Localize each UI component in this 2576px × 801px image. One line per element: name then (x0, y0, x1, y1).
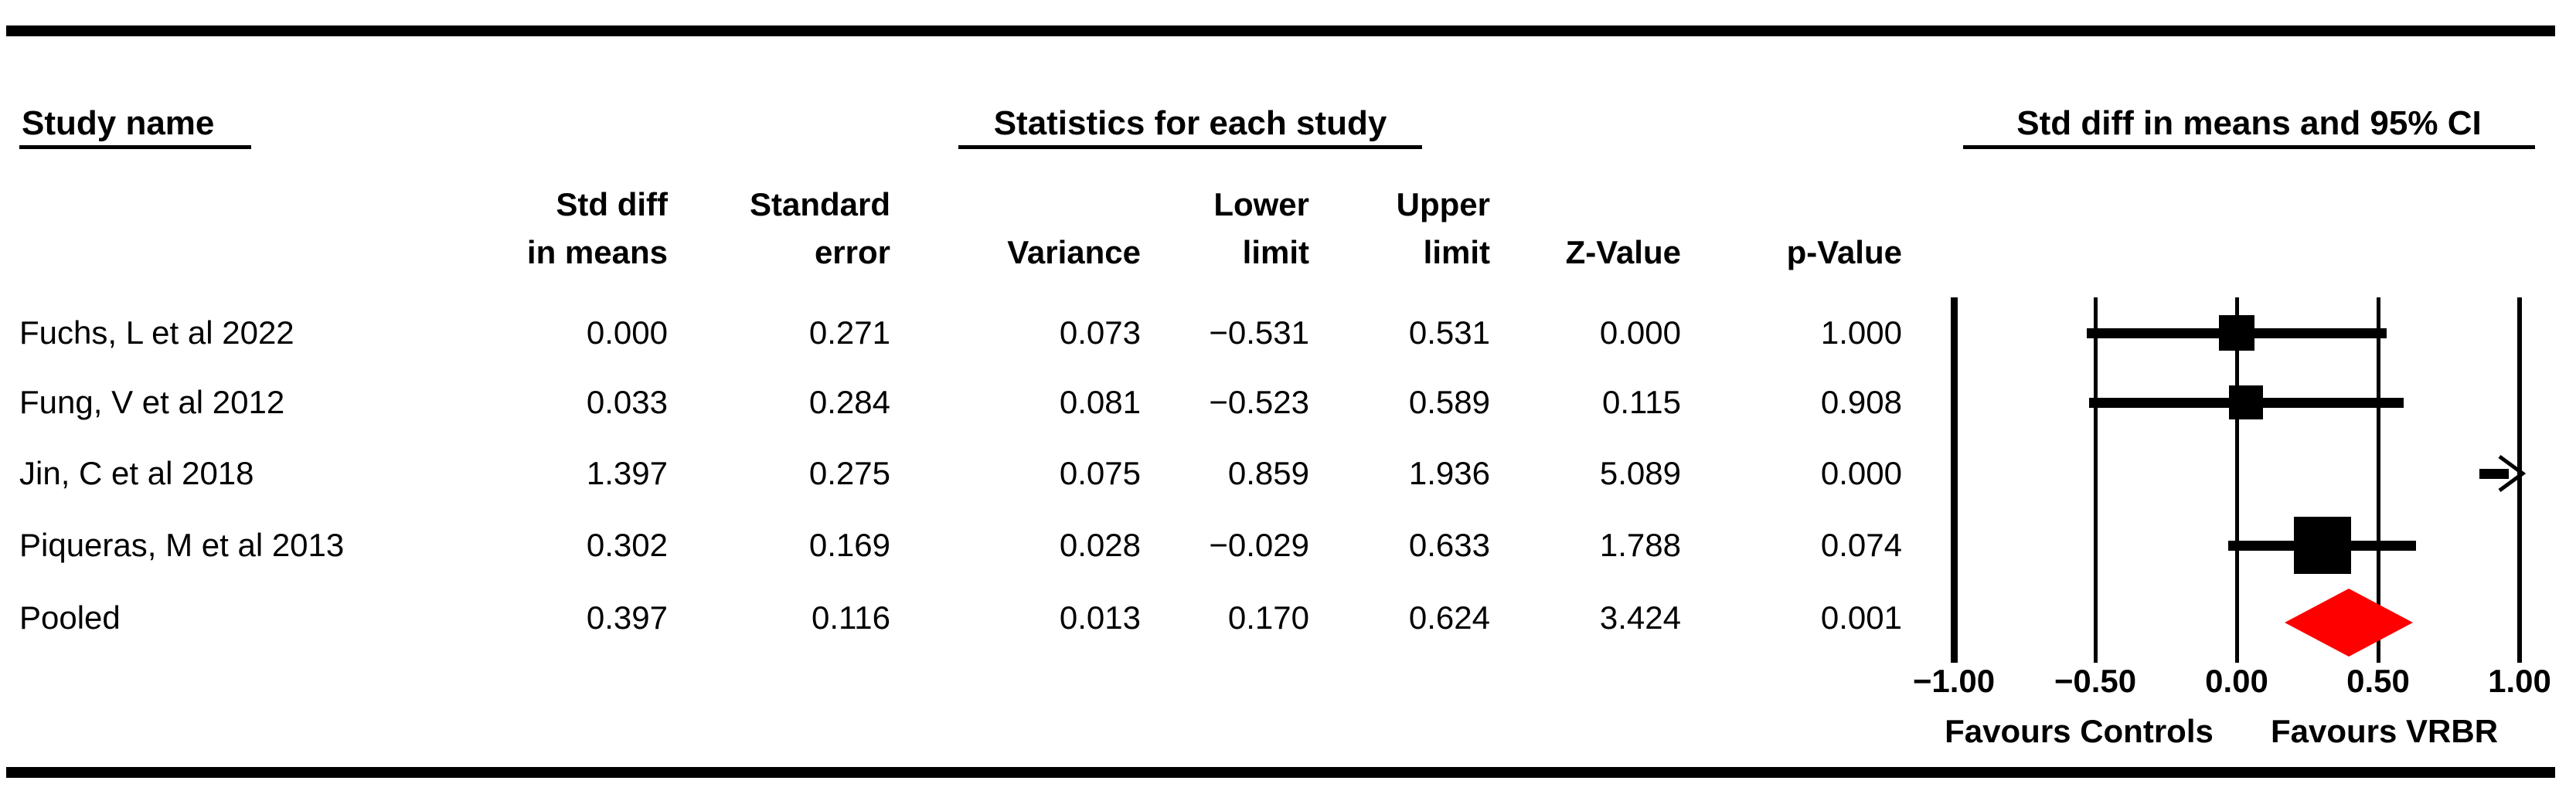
cell-std-diff: 0.302 (586, 527, 668, 563)
cell-standard-error: 0.271 (808, 314, 890, 351)
statistics-header: Statistics for each study (958, 105, 1422, 149)
cell-p-value: 0.001 (1820, 599, 1902, 636)
cell-variance: 0.013 (1059, 599, 1141, 636)
study-name-cell: Fung, V et al 2012 (19, 384, 285, 420)
study-name-cell: Pooled (19, 599, 121, 636)
cell-standard-error: 0.116 (812, 599, 890, 636)
cell-std-diff: 1.397 (586, 455, 668, 491)
cell-lower-limit: −0.523 (1209, 384, 1309, 420)
cell-p-value: 0.908 (1820, 384, 1902, 420)
cell-upper-limit: 0.589 (1408, 384, 1490, 420)
axis-tick-label: −1.00 (1912, 663, 1996, 699)
column-header: Std diff in means (526, 186, 668, 270)
effect-square (2229, 385, 2263, 419)
cell-upper-limit: 1.936 (1408, 455, 1490, 491)
effect-square (2294, 517, 2351, 574)
arrow-right-icon (2498, 454, 2527, 493)
axis-gridline (2517, 297, 2522, 663)
cell-std-diff: 0.033 (586, 384, 668, 420)
ci-bar (2479, 469, 2509, 479)
cell-standard-error: 0.275 (808, 455, 890, 491)
cell-p-value: 1.000 (1820, 314, 1902, 351)
cell-upper-limit: 0.633 (1408, 527, 1490, 563)
study-name-cell: Fuchs, L et al 2022 (19, 314, 294, 351)
column-header: Z-Value (1565, 234, 1681, 270)
plot-header: Std diff in means and 95% CI (1963, 105, 2535, 149)
study-name-cell: Piqueras, M et al 2013 (19, 527, 345, 563)
favours-vrbr-label: Favours VRBR (2270, 713, 2499, 749)
cell-lower-limit: 0.859 (1227, 455, 1309, 491)
column-header: Lower limit (1213, 186, 1309, 270)
favours-controls-label: Favours Controls (1945, 713, 2214, 749)
cell-variance: 0.028 (1059, 527, 1141, 563)
cell-lower-limit: 0.170 (1227, 599, 1309, 636)
pooled-diamond (2285, 589, 2413, 657)
top-rule (6, 25, 2555, 36)
cell-p-value: 0.000 (1820, 455, 1902, 491)
cell-lower-limit: −0.531 (1209, 314, 1309, 351)
cell-z-value: 0.000 (1599, 314, 1681, 351)
cell-standard-error: 0.284 (808, 384, 890, 420)
column-header: Standard error (749, 186, 890, 270)
effect-square (2219, 315, 2254, 351)
column-header: Variance (1007, 234, 1141, 270)
cell-standard-error: 0.169 (808, 527, 890, 563)
cell-p-value: 0.074 (1820, 527, 1902, 563)
cell-std-diff: 0.000 (586, 314, 668, 351)
axis-tick-label: −0.50 (2054, 663, 2137, 699)
axis-gridline (1951, 297, 1958, 663)
cell-z-value: 1.788 (1599, 527, 1681, 563)
cell-upper-limit: 0.624 (1408, 599, 1490, 636)
cell-z-value: 3.424 (1599, 599, 1681, 636)
cell-lower-limit: −0.029 (1209, 527, 1309, 563)
cell-z-value: 0.115 (1602, 384, 1681, 420)
cell-variance: 0.081 (1059, 384, 1141, 420)
cell-variance: 0.075 (1059, 455, 1141, 491)
study-name-header: Study name (19, 105, 251, 149)
column-header: Upper limit (1396, 186, 1490, 270)
cell-std-diff: 0.397 (586, 599, 668, 636)
cell-variance: 0.073 (1059, 314, 1141, 351)
axis-gridline (2377, 297, 2380, 663)
axis-gridline (2235, 297, 2239, 663)
column-header: p-Value (1786, 234, 1902, 270)
bottom-rule (6, 767, 2555, 778)
axis-tick-label: 0.00 (2205, 663, 2268, 699)
study-name-cell: Jin, C et al 2018 (19, 455, 254, 491)
axis-gridline (2094, 297, 2098, 663)
axis-tick-label: 1.00 (2488, 663, 2551, 699)
cell-z-value: 5.089 (1599, 455, 1681, 491)
cell-upper-limit: 0.531 (1408, 314, 1490, 351)
axis-tick-label: 0.50 (2346, 663, 2410, 699)
